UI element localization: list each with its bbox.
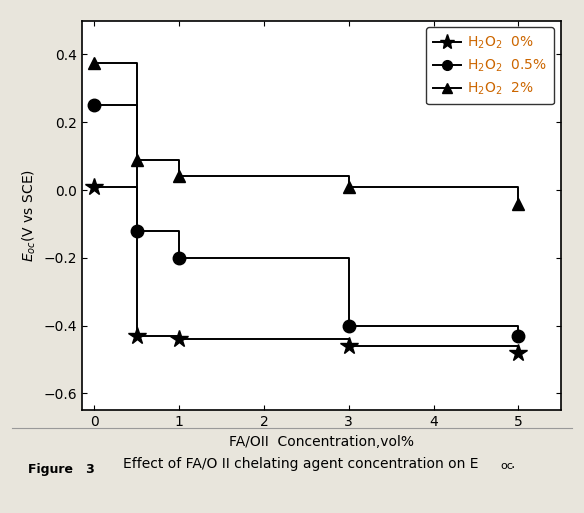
Text: .: . — [511, 457, 515, 471]
Text: Effect of FA/O II chelating agent concentration on E: Effect of FA/O II chelating agent concen… — [123, 457, 478, 471]
Legend: H$_2$O$_2$  0%, H$_2$O$_2$  0.5%, H$_2$O$_2$  2%: H$_2$O$_2$ 0%, H$_2$O$_2$ 0.5%, H$_2$O$_… — [426, 28, 554, 105]
Text: Figure   3: Figure 3 — [28, 463, 95, 476]
Y-axis label: $E_{oc}$(V vs SCE): $E_{oc}$(V vs SCE) — [20, 169, 38, 262]
Text: oc: oc — [500, 461, 513, 471]
X-axis label: FA/OII  Concentration,vol%: FA/OII Concentration,vol% — [229, 435, 413, 449]
